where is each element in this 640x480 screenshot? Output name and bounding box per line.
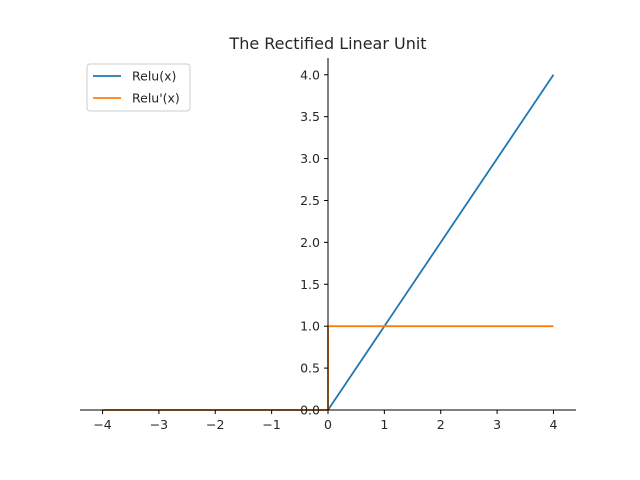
x-axis-ticks: −4 −3 −2 −1 0 1 2 3 4: [93, 410, 557, 432]
x-tick-label: 2: [437, 417, 445, 432]
y-tick-label: 1.0: [300, 319, 320, 334]
chart-title: The Rectified Linear Unit: [228, 34, 426, 53]
legend: Relu(x) Relu'(x): [86, 63, 191, 112]
x-tick-label: −3: [150, 417, 168, 432]
y-tick-label: 4.0: [300, 67, 320, 82]
y-axis-ticks: 0.0 0.5 1.0 1.5 2.0 2.5 3.0 3.5 4.0: [300, 67, 328, 418]
y-tick-label: 3.0: [300, 151, 320, 166]
x-tick-label: −2: [206, 417, 224, 432]
x-tick-label: 3: [493, 417, 501, 432]
y-tick-label: 2.5: [300, 193, 320, 208]
x-tick-label: 4: [549, 417, 557, 432]
legend-label-1: Relu(x): [132, 69, 176, 84]
y-tick-label: 0.0: [300, 403, 320, 418]
legend-label-2: Relu'(x): [132, 91, 180, 106]
x-tick-label: −4: [93, 417, 111, 432]
y-tick-label: 1.5: [300, 277, 320, 292]
x-tick-label: 1: [380, 417, 388, 432]
x-tick-label: 0: [324, 417, 332, 432]
y-tick-label: 3.5: [300, 109, 320, 124]
y-tick-label: 0.5: [300, 361, 320, 376]
x-tick-label: −1: [262, 417, 280, 432]
y-tick-label: 2.0: [300, 235, 320, 250]
